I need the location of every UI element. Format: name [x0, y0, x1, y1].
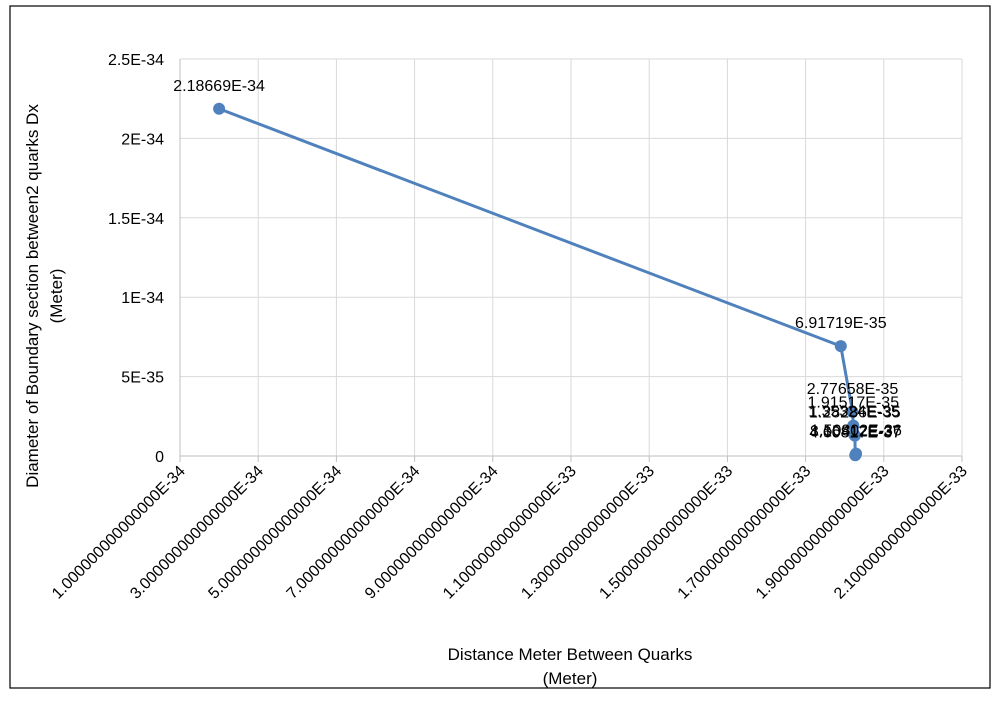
data-label: 1.28286E-35 — [809, 405, 901, 422]
gridlines — [180, 58, 963, 456]
x-axis-title-line-2: (Meter) — [543, 669, 598, 688]
axis-titles: Diameter of Boundary section between2 qu… — [23, 104, 692, 688]
data-label: 2.77658E-35 — [807, 381, 899, 398]
y-tick-label: 0 — [155, 449, 164, 466]
data-point — [834, 340, 847, 353]
y-tick-label: 1E-34 — [121, 290, 164, 307]
data-label: 1.35324E-35 — [808, 404, 900, 421]
y-axis-title-line-2: (Meter) — [47, 269, 66, 324]
data-point — [848, 429, 861, 442]
data-point — [213, 102, 226, 115]
data-point — [850, 447, 863, 460]
data-label: 1.91517E-35 — [807, 395, 899, 412]
data-label: 2.18669E-34 — [173, 78, 265, 95]
y-tick-label: 2.5E-34 — [108, 52, 164, 69]
data-label: 4.60817E-37 — [809, 424, 901, 441]
chart-border — [9, 5, 991, 689]
axes — [179, 59, 963, 462]
data-label: 8.15412E-37 — [810, 424, 902, 441]
y-tick-label: 1.5E-34 — [108, 211, 164, 228]
data-point — [846, 405, 859, 418]
data-labels: 2.18669E-34 6.91719E-35 2.77658E-351.91517… — [173, 78, 902, 442]
y-tick-label: 2E-34 — [121, 131, 164, 148]
data-point — [847, 419, 860, 432]
data-label: 6.91719E-35 — [795, 315, 887, 332]
data-label: 1.50802E-36 — [810, 423, 902, 440]
series — [213, 102, 863, 462]
y-tick-label: 5E-35 — [121, 370, 164, 387]
x-axis-title-line-1: Distance Meter Between Quarks — [448, 645, 693, 664]
y-axis-title-line-1: Diameter of Boundary section between2 qu… — [23, 104, 42, 488]
